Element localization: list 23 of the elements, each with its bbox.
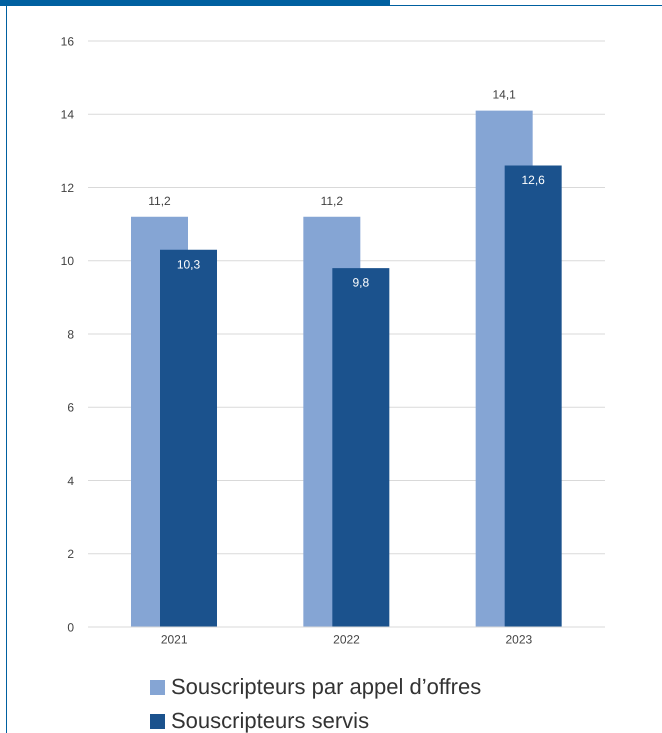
y-tick-label: 10 — [60, 254, 74, 268]
y-tick-label: 12 — [60, 180, 74, 195]
bar — [504, 166, 562, 627]
x-tick-label: 2023 — [505, 632, 533, 647]
bar — [160, 250, 217, 627]
y-tick-label: 14 — [60, 108, 74, 122]
data-label: 14,1 — [492, 88, 516, 102]
data-label: 11,2 — [148, 194, 172, 208]
y-tick-label: 0 — [67, 620, 74, 634]
bar — [332, 268, 390, 627]
x-tick-label: 2021 — [160, 632, 188, 647]
data-label: 10,3 — [176, 257, 200, 272]
y-tick-label: 2 — [67, 547, 74, 562]
legend-label: Souscripteurs servis — [171, 708, 370, 733]
y-tick-label: 16 — [60, 34, 74, 48]
data-label: 12,6 — [521, 173, 546, 188]
x-tick-label: 2022 — [333, 632, 360, 647]
data-label: 11,2 — [320, 194, 344, 208]
y-tick-label: 4 — [67, 474, 74, 488]
data-label: 9,8 — [352, 276, 370, 290]
y-tick-label: 8 — [67, 327, 74, 342]
legend-label: Souscripteurs par appel d’offres — [171, 674, 482, 700]
y-tick-label: 6 — [67, 400, 74, 415]
